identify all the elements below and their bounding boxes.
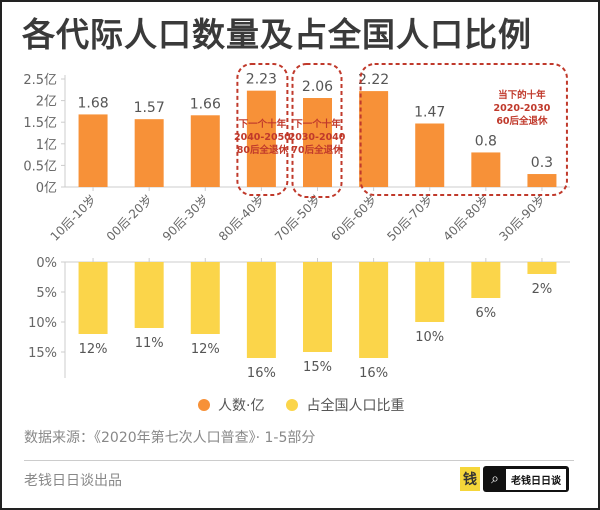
- y-tick-label-top: 2亿: [36, 95, 57, 110]
- data-label-share: 11%: [135, 336, 164, 351]
- x-tick-label: 70后-50岁: [271, 192, 323, 244]
- data-label-population: 2.23: [246, 72, 277, 88]
- bar-population: [359, 91, 389, 187]
- annotation-text: 80后全退休: [237, 144, 289, 156]
- data-label-share: 12%: [79, 342, 108, 357]
- x-tick-label: 00后-20岁: [103, 192, 155, 244]
- y-tick-label-top: 0.5亿: [23, 159, 57, 174]
- brand-logo-icon: 钱: [460, 467, 480, 491]
- bar-population: [303, 98, 332, 187]
- bar-share: [246, 262, 276, 358]
- legend-dot-yellow: [286, 399, 299, 411]
- annotation-text: 下一个十年: [239, 118, 287, 130]
- legend-label: 占全国人口比重: [306, 398, 405, 414]
- data-label-population: 1.47: [414, 104, 445, 120]
- bar-population: [471, 152, 501, 187]
- data-label-population: 2.22: [358, 72, 389, 88]
- data-label-share: 2%: [532, 282, 553, 297]
- data-label-share: 6%: [476, 306, 497, 321]
- annotation-box: [236, 63, 289, 196]
- annotation-box: [359, 63, 568, 196]
- brand-badge: 钱 ⌕ 老钱日日谈: [460, 466, 569, 492]
- annotation-text: 当下的十年: [498, 89, 546, 101]
- annotation-box: [291, 63, 343, 198]
- bar-population: [246, 90, 276, 187]
- divider: [24, 460, 574, 461]
- data-label-share: 16%: [359, 366, 388, 381]
- x-tick-label: 80后-40岁: [215, 192, 267, 244]
- x-tick-label: 10后-10岁: [47, 192, 99, 244]
- bar-population: [78, 114, 108, 187]
- bar-share: [359, 262, 389, 358]
- y-tick-label-bottom: 5%: [36, 286, 57, 301]
- bar-population: [134, 119, 164, 187]
- y-tick-label-top: 0亿: [36, 181, 57, 196]
- x-tick-label: 30后-90岁: [496, 192, 548, 244]
- data-label-population: 2.06: [302, 79, 333, 95]
- data-label-share: 10%: [415, 330, 444, 345]
- legend-dot-orange: [198, 399, 210, 411]
- bar-share: [190, 262, 220, 334]
- data-label-population: 1.66: [190, 96, 221, 112]
- annotation-text: 2030-2040: [289, 132, 346, 143]
- credit: 老钱日日谈出品: [24, 473, 122, 489]
- chart-svg: 0亿 0.5亿 1亿 1.5亿 2亿 2.5亿 1.68 10后-10岁 1.57 00后-20岁…: [23, 63, 570, 381]
- bar-population: [527, 174, 557, 187]
- x-tick-label: 90后-30岁: [159, 192, 211, 244]
- data-label-share: 16%: [247, 366, 276, 381]
- bar-population: [415, 123, 445, 187]
- bar-share: [527, 262, 557, 274]
- annotation-text: 70后全退休: [291, 144, 343, 156]
- bar-population: [190, 115, 220, 187]
- legend: 人数·亿 占全国人口比重: [198, 395, 404, 415]
- brand-search-box: ⌕ 老钱日日谈: [483, 466, 569, 492]
- annotation-text: 60后全退休: [496, 115, 548, 127]
- chart-title: 各代际人口数量及占全国人口比例: [22, 15, 532, 54]
- legend-item-population: 人数·亿: [198, 395, 264, 415]
- y-tick-label-bottom: 15%: [28, 346, 57, 361]
- legend-item-share: 占全国人口比重: [286, 395, 404, 415]
- brand-name: 老钱日日谈: [506, 468, 566, 490]
- annotation-text: 2040-2050: [234, 132, 291, 143]
- x-tick-label: 40后-80岁: [440, 192, 492, 244]
- data-label-population: 1.57: [134, 100, 165, 116]
- y-tick-label-top: 1亿: [36, 138, 57, 153]
- data-label-population: 1.68: [77, 95, 108, 111]
- y-tick-label-top: 1.5亿: [23, 116, 57, 131]
- data-label-share: 12%: [191, 342, 220, 357]
- y-tick-label-top: 2.5亿: [23, 73, 57, 88]
- bar-share: [78, 262, 108, 334]
- data-label-population: 0.3: [531, 155, 553, 171]
- bar-share: [415, 262, 445, 322]
- data-label-share: 15%: [303, 360, 332, 375]
- x-tick-label: 50后-70岁: [384, 192, 436, 244]
- search-icon: ⌕: [491, 471, 499, 487]
- annotation-text: 下一个十年: [293, 118, 341, 130]
- legend-label: 人数·亿: [218, 398, 265, 414]
- data-label-population: 0.8: [475, 133, 497, 149]
- bar-share: [303, 262, 332, 352]
- y-tick-label-bottom: 0%: [36, 256, 57, 271]
- data-source: 数据来源：《2020年第七次人口普查》· 1-5部分: [24, 430, 316, 446]
- y-tick-label-bottom: 10%: [28, 316, 57, 331]
- x-tick-label: 60后-60岁: [327, 192, 379, 244]
- bar-share: [471, 262, 501, 298]
- annotation-text: 2020-2030: [494, 103, 551, 114]
- bar-share: [134, 262, 164, 328]
